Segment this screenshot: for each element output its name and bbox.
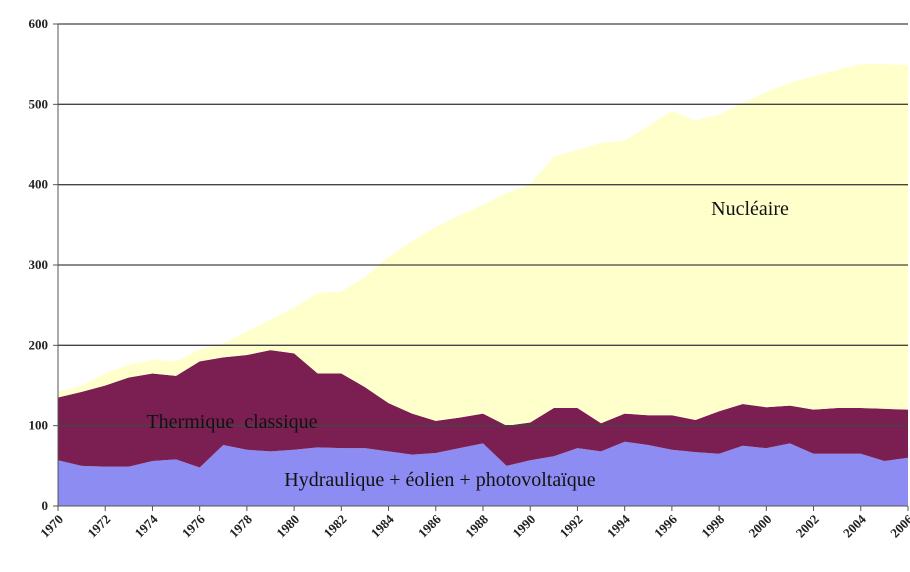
x-tick-label: 1996 — [651, 511, 680, 540]
x-tick-label: 1986 — [415, 511, 444, 540]
y-tick-label: 0 — [42, 498, 49, 513]
x-tick-label: 1974 — [132, 511, 161, 540]
x-tick-label: 1998 — [698, 511, 727, 540]
y-tick-label: 300 — [29, 257, 49, 272]
y-tick-label: 100 — [29, 418, 49, 433]
x-tick-label: 1976 — [179, 511, 208, 540]
area — [58, 350, 908, 468]
series-label: Nucléaire — [711, 198, 789, 220]
y-tick-label: 600 — [29, 16, 49, 31]
area — [58, 64, 908, 426]
y-tick-label: 200 — [29, 337, 49, 352]
x-tick-label: 2002 — [793, 512, 822, 541]
x-tick-label: 1994 — [604, 511, 633, 540]
x-tick-label: 1980 — [273, 512, 302, 541]
x-tick-label: 2000 — [745, 512, 774, 541]
y-tick-label: 500 — [29, 96, 49, 111]
x-tick-label: 1984 — [368, 511, 397, 540]
series-label: Hydraulique + éolien + photovoltaïque — [284, 469, 596, 491]
x-tick-label: 1978 — [226, 511, 255, 540]
x-tick-label: 2004 — [840, 511, 869, 540]
x-tick-label: 1972 — [84, 512, 113, 541]
x-tick-label: 1992 — [557, 512, 586, 541]
series-label: Thermique classique — [146, 411, 317, 433]
x-tick-label: 1970 — [37, 512, 66, 541]
x-tick-label: 1990 — [509, 512, 538, 541]
x-tick-label: 2006 — [887, 511, 910, 540]
x-tick-label: 1982 — [320, 512, 349, 541]
areas — [58, 64, 908, 506]
x-tick-label: 1988 — [462, 511, 491, 540]
y-tick-label: 400 — [29, 177, 49, 192]
area — [58, 441, 908, 506]
